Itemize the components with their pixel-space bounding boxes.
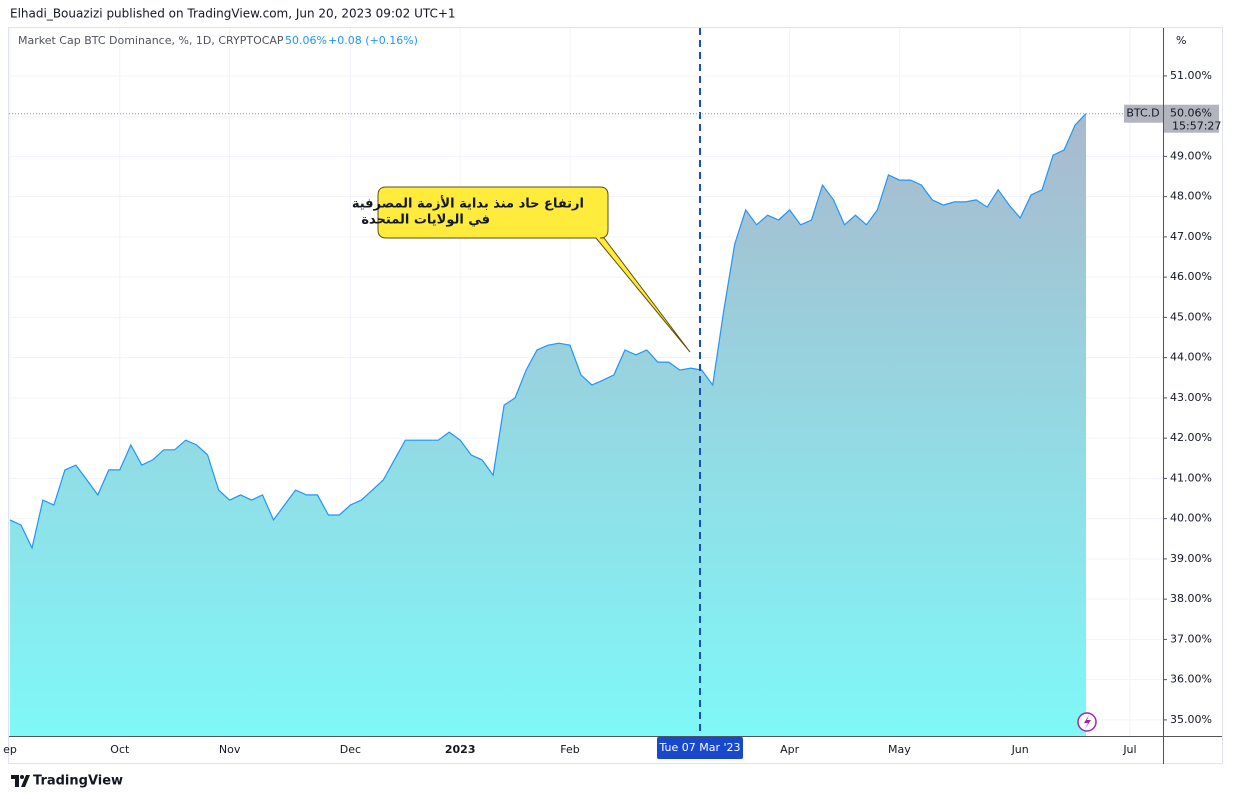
price-label: 50.06% [1170,107,1212,120]
y-tick-label: 51.00% [1170,69,1212,82]
y-tick-label: 36.00% [1170,673,1212,686]
y-tick-label: 48.00% [1170,190,1212,203]
y-tick-label: 47.00% [1170,230,1212,243]
line [9,113,1087,550]
brand-logo-dot [20,775,24,779]
chart-title: Market Cap BTC Dominance, %, 1D, CRYPTOC… [18,34,284,47]
x-tick-label: Jun [1011,743,1029,756]
y-tick-label: 37.00% [1170,632,1212,645]
x-tick-label: Jul [1122,743,1136,756]
y-tick-label: 35.00% [1170,713,1212,726]
symbol-label: BTC.D [1126,107,1159,120]
symbol-box [1124,104,1163,123]
crosshair-label: Tue 07 Mar '23 [658,741,740,754]
x-tick-label: ep [3,743,17,756]
y-tick-label: 44.00% [1170,351,1212,364]
price-box [1164,104,1219,133]
y-tick-label: 41.00% [1170,471,1212,484]
annotation-line: ارتفاع حاد منذ بداية الأزمة المصرفية [352,195,584,212]
brand: TradingView [33,774,123,789]
annotation-line: في الولايات المتحدة [361,213,490,228]
x-tick-label: Feb [560,743,579,756]
x-tick-label: 2023 [445,743,476,756]
publisher: Elhadi_Bouazizi published on TradingView… [10,7,456,21]
x-tick-label: Dec [340,743,361,756]
area [10,113,1086,736]
unit-label: % [1176,34,1186,47]
y-tick-label: 38.00% [1170,592,1212,605]
last-value: 50.06% [285,34,327,47]
crosshair-label-box [657,737,743,759]
annotation-callout [377,186,691,353]
x-tick-label: Apr [780,743,800,756]
x-tick-label: Oct [110,743,130,756]
replay-icon-bolt [1084,715,1091,729]
y-tick-label: 46.00% [1170,270,1212,283]
brand-logo [11,775,30,787]
y-tick-label: 40.00% [1170,512,1212,525]
chart-frame [8,27,1223,764]
x-tick-label: Nov [219,743,241,756]
y-tick-label: 39.00% [1170,552,1212,565]
change: +0.08 (+0.16%) [328,34,418,47]
x-tick-label: May [888,743,911,756]
y-tick-label: 42.00% [1170,431,1212,444]
y-tick-label: 45.00% [1170,310,1212,323]
countdown-label: 15:57:27 [1172,120,1221,133]
y-tick-label: 49.00% [1170,149,1212,162]
y-tick-label: 43.00% [1170,391,1212,404]
